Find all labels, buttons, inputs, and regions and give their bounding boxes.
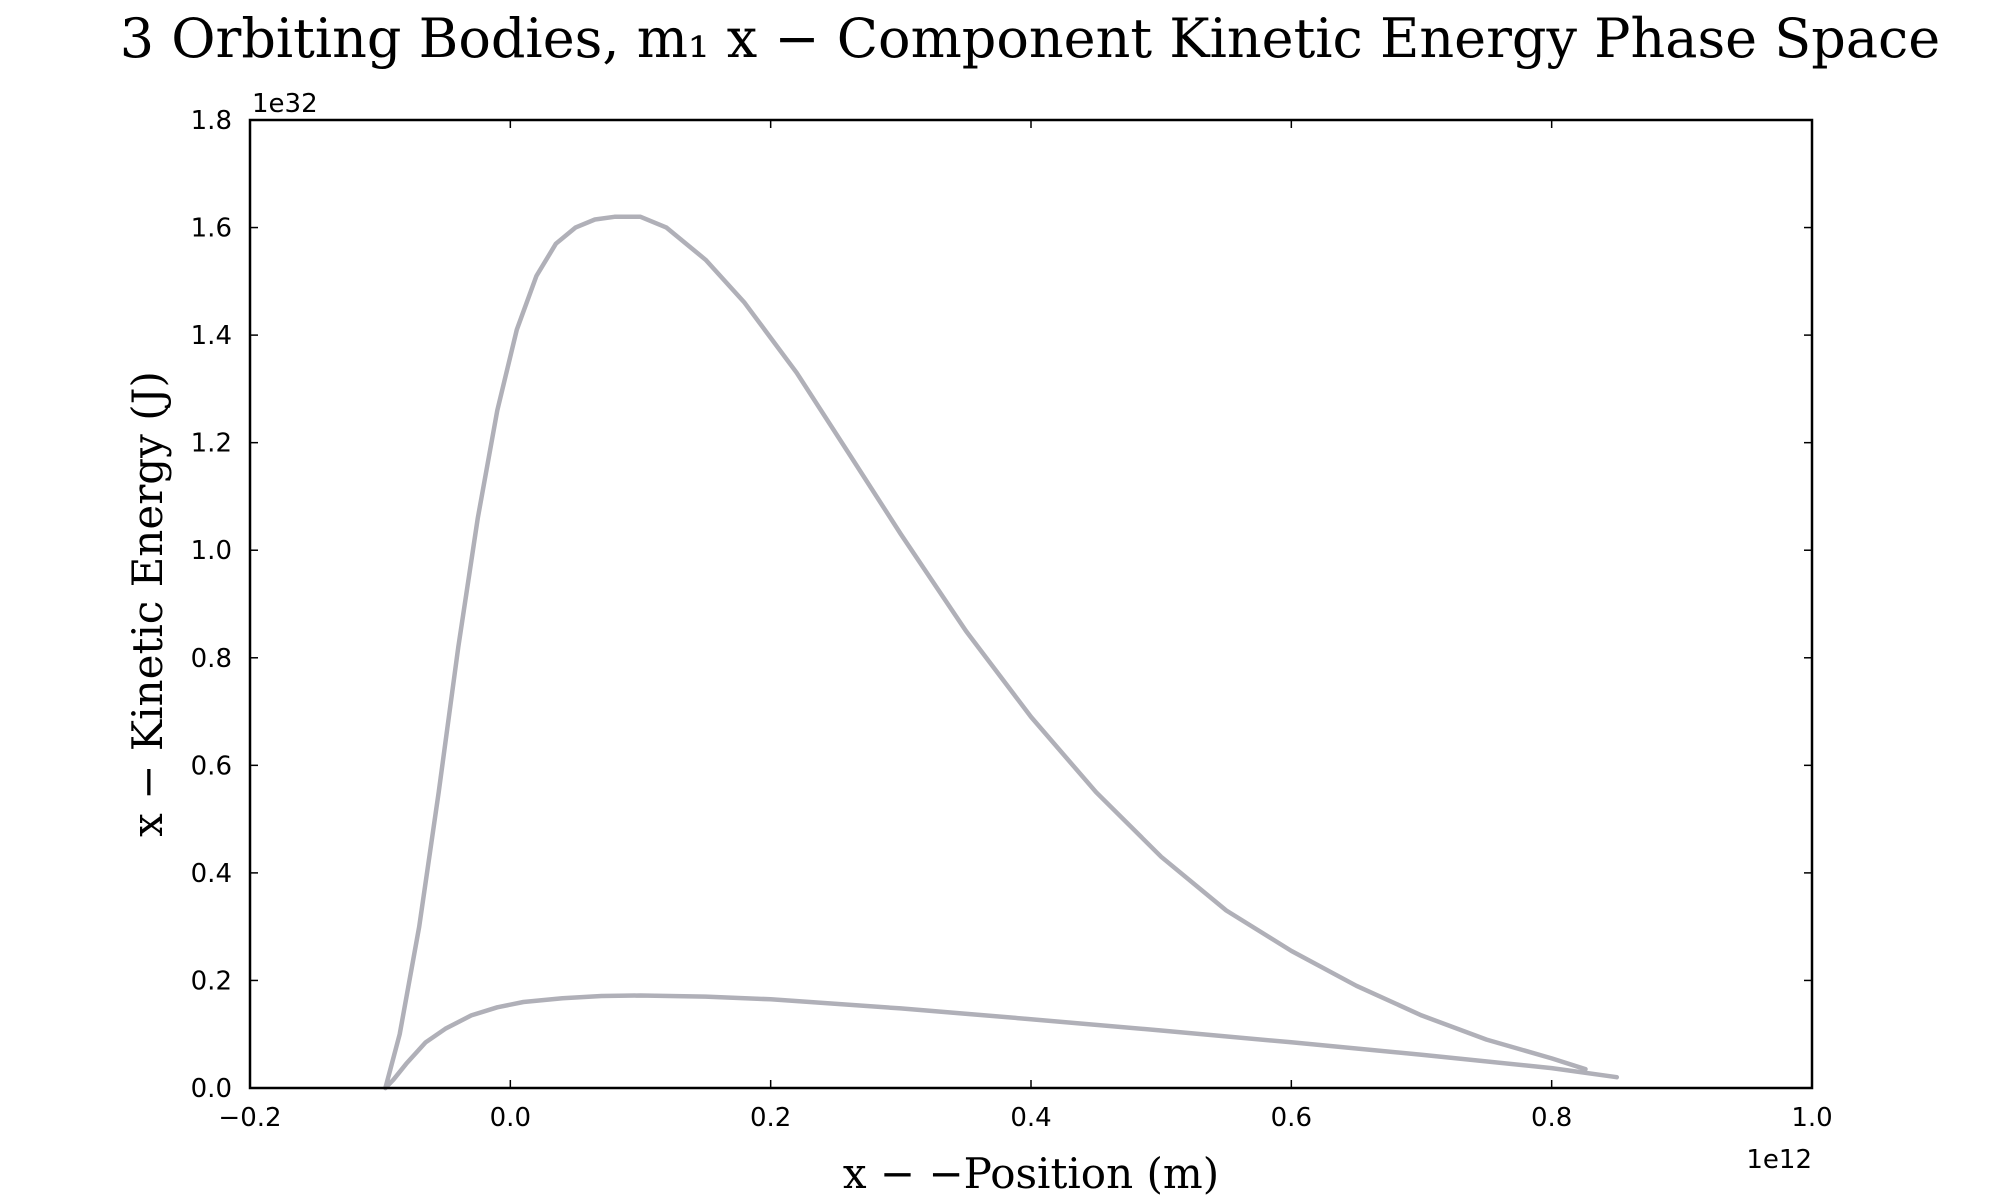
y-tick-label: 1.2 bbox=[191, 429, 232, 459]
y-tick-label: 1.4 bbox=[191, 321, 232, 351]
y-axis-offset-label: 1e32 bbox=[252, 89, 318, 119]
y-axis-ticks: 0.0 0.2 0.4 0.6 0.8 1.0 1.2 1.4 1.6 1.8 bbox=[191, 106, 1812, 1104]
y-tick-label: 0.0 bbox=[191, 1074, 232, 1104]
series-line-1 bbox=[383, 214, 1588, 1091]
x-axis-ticks: −0.2 0.0 0.2 0.4 0.6 0.8 1.0 bbox=[218, 120, 1833, 1133]
y-axis-label: x − Kinetic Energy (J) bbox=[123, 371, 172, 837]
x-tick-label: 0.0 bbox=[490, 1103, 531, 1133]
chart-title: 3 Orbiting Bodies, m₁ x − Component Kine… bbox=[120, 7, 1941, 70]
y-tick-label: 1.6 bbox=[191, 214, 232, 244]
y-tick-label: 1.8 bbox=[191, 106, 232, 136]
plot-frame bbox=[248, 118, 1814, 1090]
plot-series-group bbox=[383, 214, 1620, 1091]
x-tick-label: 0.2 bbox=[750, 1103, 791, 1133]
x-axis-offset-label: 1e12 bbox=[1746, 1145, 1812, 1175]
y-tick-label: 0.6 bbox=[191, 751, 232, 781]
y-tick-label: 0.2 bbox=[191, 966, 232, 996]
y-tick-label: 0.8 bbox=[191, 644, 232, 674]
y-tick-label: 0.4 bbox=[191, 859, 232, 889]
x-axis-label: x − −Position (m) bbox=[843, 1149, 1219, 1198]
x-tick-label: 0.8 bbox=[1531, 1103, 1572, 1133]
series-line-2 bbox=[383, 993, 1620, 1091]
x-tick-label: 1.0 bbox=[1791, 1103, 1832, 1133]
x-tick-label: −0.2 bbox=[218, 1103, 281, 1133]
x-tick-label: 0.6 bbox=[1271, 1103, 1312, 1133]
x-tick-label: 0.4 bbox=[1010, 1103, 1051, 1133]
y-tick-label: 1.0 bbox=[191, 536, 232, 566]
